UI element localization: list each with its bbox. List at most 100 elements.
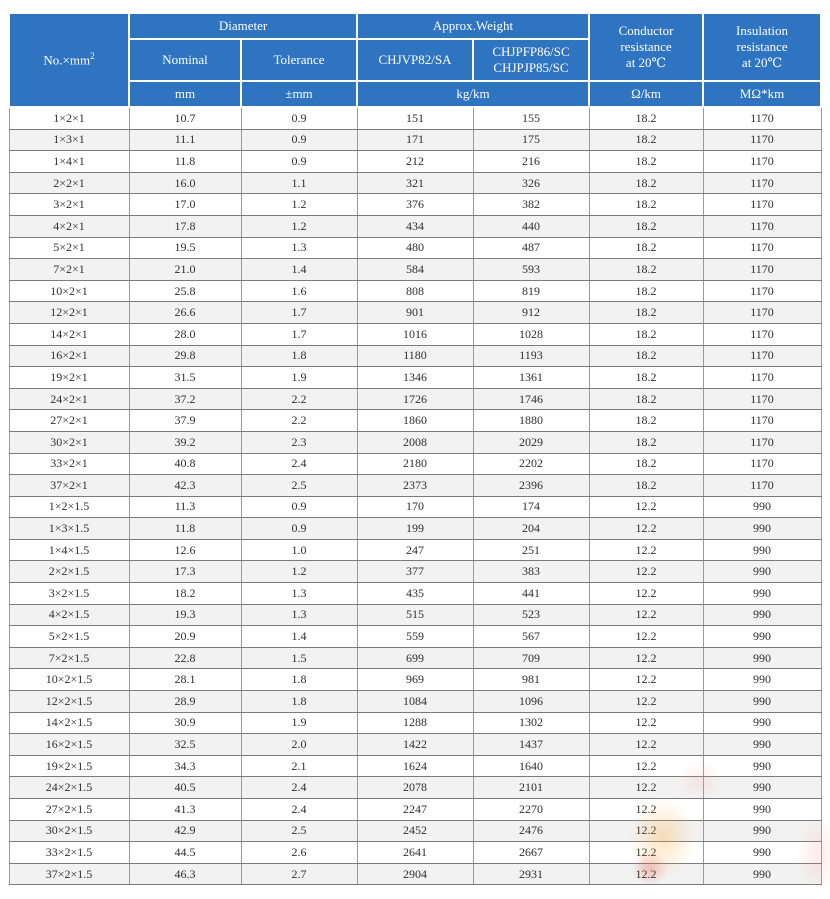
cell-insulation-resistance: 990 <box>702 517 822 540</box>
cell-weight-chjvp82: 1726 <box>356 387 474 411</box>
cell-insulation-resistance: 1170 <box>702 452 822 476</box>
cell-nominal: 19.3 <box>128 603 242 627</box>
cell-conductor-resistance: 12.2 <box>588 754 704 778</box>
cell-tolerance: 2.5 <box>240 819 358 843</box>
cell-tolerance: 2.2 <box>240 409 358 432</box>
cell-tolerance: 2.1 <box>240 754 358 778</box>
cable-spec-table: No.×mm2 Diameter Approx.Weight Conductor… <box>8 12 823 886</box>
cell-tolerance: 1.7 <box>240 301 358 324</box>
cell-weight-chjpfp86: 326 <box>472 171 590 195</box>
cell-nominal: 32.5 <box>128 733 242 756</box>
cell-weight-chjpfp86: 1096 <box>472 690 590 713</box>
table-row: 19×2×1.5 34.3 2.1 1624 1640 12.2 990 <box>8 754 822 778</box>
cell-weight-chjvp82: 808 <box>356 279 474 303</box>
header-row-subcolumns: Nominal Tolerance CHJVP82/SA CHJPFP86/SC… <box>9 38 821 82</box>
cell-conductor-resistance: 18.2 <box>588 452 704 476</box>
cell-conductor-resistance: 12.2 <box>588 560 704 584</box>
cell-nominal: 46.3 <box>128 862 242 886</box>
cell-size: 10×2×1 <box>8 279 130 303</box>
col-header-size: No.×mm2 <box>8 12 130 108</box>
cell-weight-chjvp82: 901 <box>356 301 474 324</box>
cell-insulation-resistance: 990 <box>702 646 822 670</box>
cell-weight-chjpfp86: 204 <box>472 517 590 540</box>
cell-nominal: 29.8 <box>128 344 242 368</box>
cell-conductor-resistance: 18.2 <box>588 258 704 281</box>
cell-size: 24×2×1.5 <box>8 776 130 799</box>
cell-weight-chjpfp86: 1640 <box>472 754 590 778</box>
table-row: 1×4×1 11.8 0.9 212 216 18.2 1170 <box>8 150 822 173</box>
cell-conductor-resistance: 18.2 <box>588 106 704 130</box>
cell-insulation-resistance: 990 <box>702 603 822 627</box>
cell-insulation-resistance: 1170 <box>702 128 822 152</box>
cell-nominal: 41.3 <box>128 798 242 821</box>
table-row: 5×2×1.5 20.9 1.4 559 567 12.2 990 <box>8 625 822 648</box>
cell-weight-chjvp82: 2452 <box>356 819 474 843</box>
cell-insulation-resistance: 1170 <box>702 430 822 454</box>
cell-conductor-resistance: 18.2 <box>588 279 704 303</box>
table-row: 30×2×1 39.2 2.3 2008 2029 18.2 1170 <box>8 430 822 454</box>
cell-nominal: 28.1 <box>128 668 242 692</box>
cell-size: 5×2×1.5 <box>8 625 130 648</box>
cell-nominal: 20.9 <box>128 625 242 648</box>
cell-weight-chjpfp86: 216 <box>472 150 590 173</box>
cell-tolerance: 1.5 <box>240 646 358 670</box>
cell-size: 1×3×1.5 <box>8 517 130 540</box>
cell-nominal: 21.0 <box>128 258 242 281</box>
cell-conductor-resistance: 12.2 <box>588 538 704 562</box>
cell-weight-chjvp82: 2247 <box>356 798 474 821</box>
cell-insulation-resistance: 990 <box>702 798 822 821</box>
table-row: 10×2×1.5 28.1 1.8 969 981 12.2 990 <box>8 668 822 692</box>
cell-conductor-resistance: 18.2 <box>588 430 704 454</box>
cell-insulation-resistance: 990 <box>702 841 822 864</box>
cell-weight-chjvp82: 321 <box>356 171 474 195</box>
table-body: 1×2×1 10.7 0.9 151 155 18.2 1170 1×3×1 11.1 0.9 17… <box>8 106 822 886</box>
cell-weight-chjpfp86: 912 <box>472 301 590 324</box>
cell-weight-chjvp82: 2641 <box>356 841 474 864</box>
table-row: 3×2×1 17.0 1.2 376 382 18.2 1170 <box>8 193 822 216</box>
cell-weight-chjpfp86: 2931 <box>472 862 590 886</box>
cell-weight-chjpfp86: 2270 <box>472 798 590 821</box>
cell-weight-chjpfp86: 441 <box>472 582 590 605</box>
table-row: 33×2×1 40.8 2.4 2180 2202 18.2 1170 <box>8 452 822 476</box>
cell-weight-chjvp82: 1288 <box>356 711 474 735</box>
cell-insulation-resistance: 1170 <box>702 258 822 281</box>
cell-size: 7×2×1 <box>8 258 130 281</box>
cell-tolerance: 1.1 <box>240 171 358 195</box>
cell-tolerance: 1.4 <box>240 625 358 648</box>
col-group-weight: Approx.Weight <box>355 12 591 40</box>
cell-size: 12×2×1 <box>8 301 130 324</box>
cell-tolerance: 2.4 <box>240 452 358 476</box>
cell-size: 14×2×1.5 <box>8 711 130 735</box>
cell-size: 7×2×1.5 <box>8 646 130 670</box>
cell-weight-chjvp82: 1346 <box>356 366 474 389</box>
cell-tolerance: 1.4 <box>240 258 358 281</box>
table-row: 1×3×1.5 11.8 0.9 199 204 12.2 990 <box>8 517 822 540</box>
unit-insulation: MΩ*km <box>702 80 823 108</box>
table-row: 5×2×1 19.5 1.3 480 487 18.2 1170 <box>8 236 822 260</box>
cell-conductor-resistance: 12.2 <box>588 517 704 540</box>
cell-tolerance: 1.3 <box>240 582 358 605</box>
cell-nominal: 34.3 <box>128 754 242 778</box>
cell-nominal: 42.3 <box>128 474 242 497</box>
cell-tolerance: 1.0 <box>240 538 358 562</box>
cell-nominal: 25.8 <box>128 279 242 303</box>
cell-nominal: 40.8 <box>128 452 242 476</box>
cell-weight-chjpfp86: 981 <box>472 668 590 692</box>
cell-size: 27×2×1 <box>8 409 130 432</box>
table-row: 16×2×1.5 32.5 2.0 1422 1437 12.2 990 <box>8 733 822 756</box>
table-row: 19×2×1 31.5 1.9 1346 1361 18.2 1170 <box>8 366 822 389</box>
cell-nominal: 17.8 <box>128 214 242 238</box>
cell-insulation-resistance: 1170 <box>702 279 822 303</box>
cell-tolerance: 1.8 <box>240 690 358 713</box>
cell-conductor-resistance: 12.2 <box>588 582 704 605</box>
col-header-tolerance: Tolerance <box>240 38 358 82</box>
unit-conductor: Ω/km <box>588 80 705 108</box>
cell-weight-chjvp82: 584 <box>356 258 474 281</box>
cell-weight-chjpfp86: 567 <box>472 625 590 648</box>
cell-tolerance: 0.9 <box>240 128 358 152</box>
cell-conductor-resistance: 12.2 <box>588 819 704 843</box>
cell-nominal: 18.2 <box>128 582 242 605</box>
cell-weight-chjvp82: 969 <box>356 668 474 692</box>
cell-tolerance: 2.5 <box>240 474 358 497</box>
cell-tolerance: 1.2 <box>240 560 358 584</box>
